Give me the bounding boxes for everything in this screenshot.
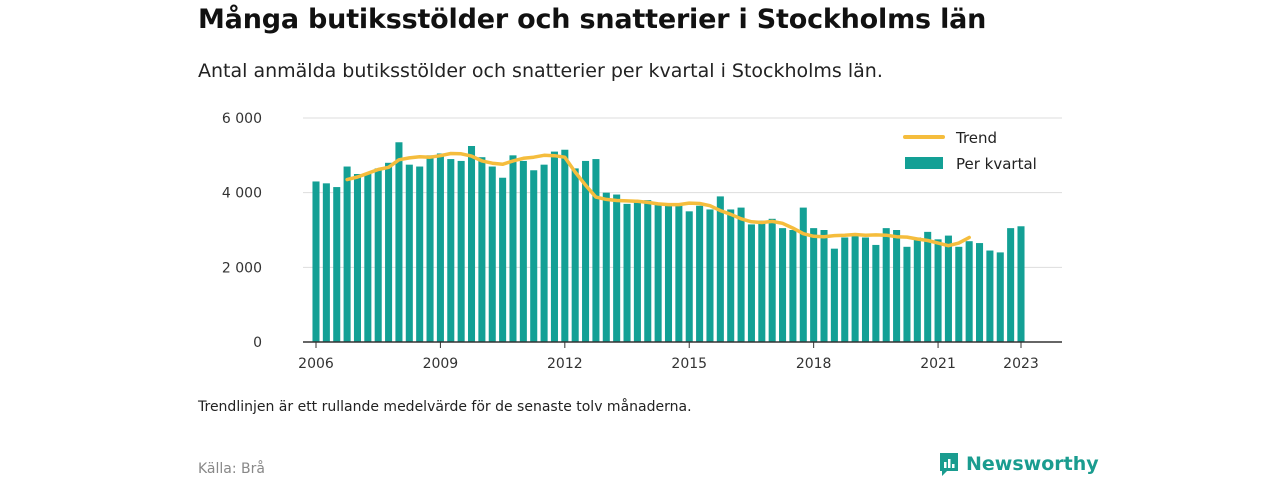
bar bbox=[872, 244, 880, 342]
bar bbox=[934, 239, 942, 342]
bar bbox=[467, 146, 476, 342]
bar bbox=[322, 183, 330, 342]
bar bbox=[696, 205, 704, 342]
bar bbox=[447, 159, 455, 342]
x-axis: 2006 2009 2012 2015 2018 2021 2023 bbox=[298, 341, 1062, 372]
bar bbox=[478, 157, 486, 342]
bar bbox=[861, 237, 870, 342]
bar bbox=[530, 170, 538, 342]
x-tick-label: 2023 bbox=[1003, 356, 1039, 372]
bar bbox=[582, 160, 590, 342]
bar bbox=[955, 246, 963, 342]
bar bbox=[405, 164, 413, 342]
bar bbox=[737, 207, 745, 342]
bar bbox=[810, 228, 818, 342]
bar bbox=[675, 203, 683, 342]
bar bbox=[364, 174, 372, 342]
y-tick-label: 2 000 bbox=[222, 260, 262, 276]
x-tick-label: 2015 bbox=[671, 356, 707, 372]
bar bbox=[841, 237, 849, 342]
bar bbox=[457, 160, 465, 342]
x-tick-label: 2006 bbox=[298, 356, 334, 372]
bar bbox=[395, 142, 403, 342]
bar bbox=[965, 241, 973, 342]
trend-line bbox=[345, 151, 971, 248]
bar bbox=[1007, 228, 1015, 342]
legend: Trend Per kvartal bbox=[903, 129, 1037, 173]
bar bbox=[385, 162, 393, 342]
bar bbox=[592, 159, 600, 342]
bar bbox=[789, 230, 797, 342]
bar bbox=[768, 218, 776, 342]
bar bbox=[747, 224, 755, 342]
bar bbox=[685, 211, 693, 342]
x-tick-label: 2009 bbox=[423, 356, 459, 372]
bar bbox=[550, 151, 558, 342]
bar bbox=[913, 237, 921, 342]
bar bbox=[374, 168, 382, 342]
chart-title: Många butiksstölder och snatterier i Sto… bbox=[198, 4, 987, 35]
bar bbox=[602, 192, 610, 342]
bar bbox=[644, 200, 652, 342]
bar bbox=[903, 246, 911, 342]
brand-name: Newsworthy bbox=[966, 453, 1099, 475]
bar bbox=[996, 252, 1004, 342]
chart-footnote: Trendlinjen är ett rullande medelvärde f… bbox=[198, 399, 692, 415]
newsworthy-logo-icon bbox=[940, 453, 958, 476]
y-axis-labels: 0 2 000 4 000 6 000 bbox=[222, 111, 262, 351]
bars bbox=[312, 142, 1025, 342]
bar bbox=[436, 153, 444, 342]
x-tick-label: 2012 bbox=[547, 356, 583, 372]
bar bbox=[882, 228, 890, 342]
bar bbox=[613, 194, 621, 342]
bar bbox=[519, 160, 527, 342]
bar bbox=[540, 164, 548, 342]
y-tick-label: 6 000 bbox=[222, 111, 262, 127]
bar bbox=[416, 166, 424, 342]
y-tick-label: 4 000 bbox=[222, 186, 262, 202]
bar bbox=[312, 181, 320, 342]
bar bbox=[571, 168, 579, 342]
bar bbox=[924, 231, 932, 342]
bar bbox=[851, 233, 859, 342]
bar bbox=[623, 203, 631, 342]
bar bbox=[976, 243, 984, 342]
bar bbox=[509, 155, 517, 342]
bar bbox=[716, 196, 724, 342]
bar bbox=[333, 187, 341, 342]
legend-bar-swatch bbox=[905, 157, 943, 169]
bar bbox=[426, 155, 434, 342]
bar bbox=[893, 230, 901, 342]
bar bbox=[820, 230, 828, 342]
chart-subtitle: Antal anmälda butiksstölder och snatteri… bbox=[198, 60, 883, 82]
bar bbox=[488, 166, 496, 342]
brand-logo[interactable]: Newsworthy bbox=[938, 451, 1099, 477]
bar bbox=[727, 209, 735, 342]
legend-bar-label: Per kvartal bbox=[956, 155, 1037, 173]
bar bbox=[343, 166, 351, 342]
bar bbox=[986, 250, 994, 342]
bar bbox=[633, 200, 641, 342]
bar bbox=[561, 149, 569, 342]
bar bbox=[353, 174, 361, 342]
chart-svg: 0 2 000 4 000 6 000 2006 2009 2012 2015 2018 202… bbox=[222, 111, 1062, 372]
source-note: Källa: Brå bbox=[198, 461, 265, 477]
legend-trend-label: Trend bbox=[955, 129, 997, 147]
trend-line-layer bbox=[345, 151, 971, 248]
y-tick-label: 0 bbox=[253, 335, 262, 351]
x-tick-label: 2018 bbox=[796, 356, 832, 372]
bar bbox=[944, 235, 952, 342]
bar bbox=[499, 177, 507, 342]
bar bbox=[799, 207, 807, 342]
bar bbox=[654, 203, 662, 342]
x-tick-label: 2021 bbox=[920, 356, 956, 372]
bar bbox=[664, 205, 673, 342]
bar bbox=[1017, 226, 1025, 342]
bar bbox=[758, 220, 766, 342]
bar bbox=[830, 248, 838, 342]
bar bbox=[779, 228, 787, 342]
bar bbox=[706, 209, 714, 342]
